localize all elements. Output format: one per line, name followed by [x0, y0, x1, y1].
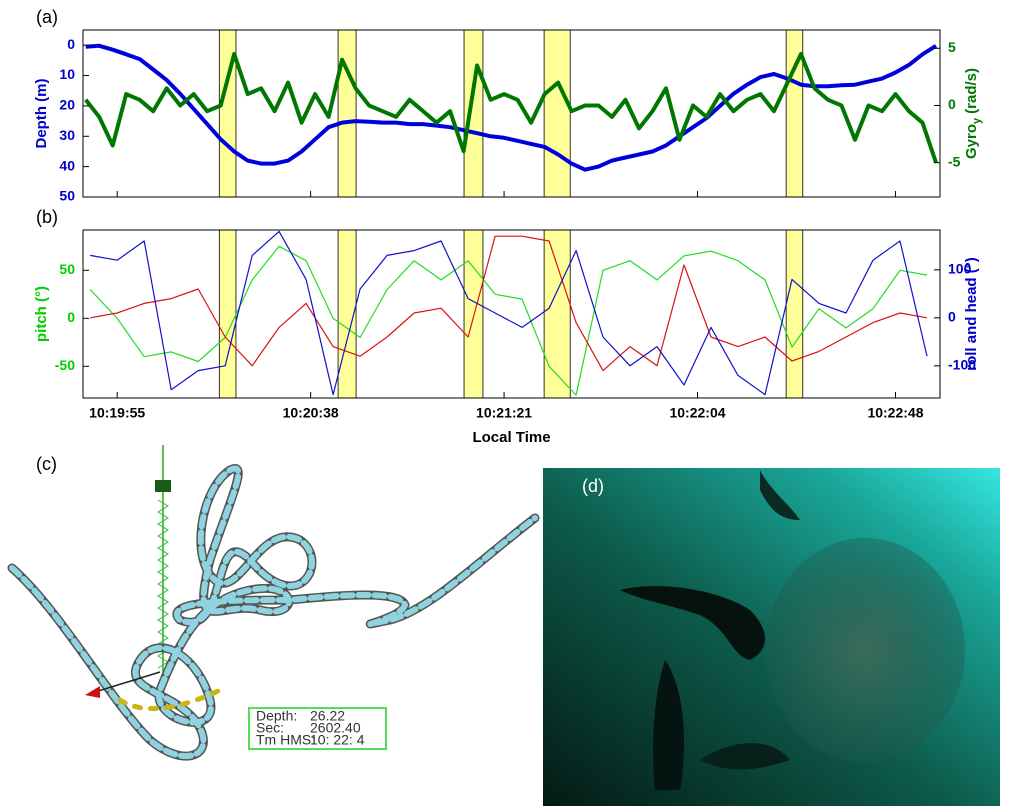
- y2-axis-label: roll and head (°): [963, 257, 980, 371]
- panel-label: (a): [36, 7, 58, 27]
- y-tick-label: 20: [59, 97, 75, 113]
- y2-axis-label: Gyroy (rad/s): [963, 68, 983, 159]
- y2-tick-label: 0: [948, 309, 956, 325]
- highlight-band: [338, 30, 356, 197]
- y-tick-label: 50: [59, 188, 75, 204]
- y2-axis-label-part: Gyro: [963, 124, 980, 159]
- series-line: [86, 54, 936, 163]
- plot-frame: [83, 30, 940, 197]
- panel-label: (c): [36, 454, 57, 474]
- figure: (a)01020304050-505Depth (m)Gyroy(rad/s)(…: [0, 0, 1013, 809]
- y-tick-label: 0: [67, 36, 75, 52]
- highlight-band: [544, 30, 570, 197]
- y2-tick-label: 0: [948, 96, 956, 112]
- y-axis-label: pitch (°): [33, 286, 50, 342]
- x-axis-label: Local Time: [472, 429, 550, 446]
- panel-label: (b): [36, 207, 58, 227]
- x-tick-label: 10:20:38: [283, 405, 339, 421]
- highlight-band: [464, 30, 483, 197]
- x-tick-label: 10:19:55: [89, 405, 145, 421]
- plot-frame: [83, 230, 940, 398]
- animal-marker: [155, 480, 171, 492]
- y-tick-label: 40: [59, 157, 75, 173]
- highlight-band: [544, 230, 570, 398]
- x-tick-label: 10:22:04: [669, 405, 725, 421]
- highlight-band: [786, 230, 803, 398]
- info-value: 10: 22: 4: [310, 732, 365, 748]
- photo: (d): [543, 468, 1000, 806]
- y-tick-label: 30: [59, 127, 75, 143]
- y2-tick-label: -5: [948, 153, 961, 169]
- y-tick-label: 50: [59, 261, 75, 277]
- heading-arrowhead: [85, 686, 100, 698]
- x-tick-label: 10:22:48: [867, 405, 923, 421]
- x-tick-label: 10:21:21: [476, 405, 532, 421]
- y-tick-label: 10: [59, 66, 75, 82]
- y2-axis-label-part: roll and head (°): [963, 257, 980, 371]
- y2-axis-label-part: y: [971, 117, 983, 124]
- fish-school: [765, 538, 965, 762]
- y-axis-label: Depth (m): [33, 79, 50, 149]
- panel-label: (d): [582, 476, 604, 496]
- highlight-band: [219, 230, 236, 398]
- y-tick-label: 0: [67, 309, 75, 325]
- y2-tick-label: 5: [948, 39, 956, 55]
- highlight-band: [464, 230, 483, 398]
- y-tick-label: -50: [55, 357, 75, 373]
- info-key: Tm HMS:: [256, 732, 315, 748]
- y2-axis-label-part: (rad/s): [963, 68, 980, 114]
